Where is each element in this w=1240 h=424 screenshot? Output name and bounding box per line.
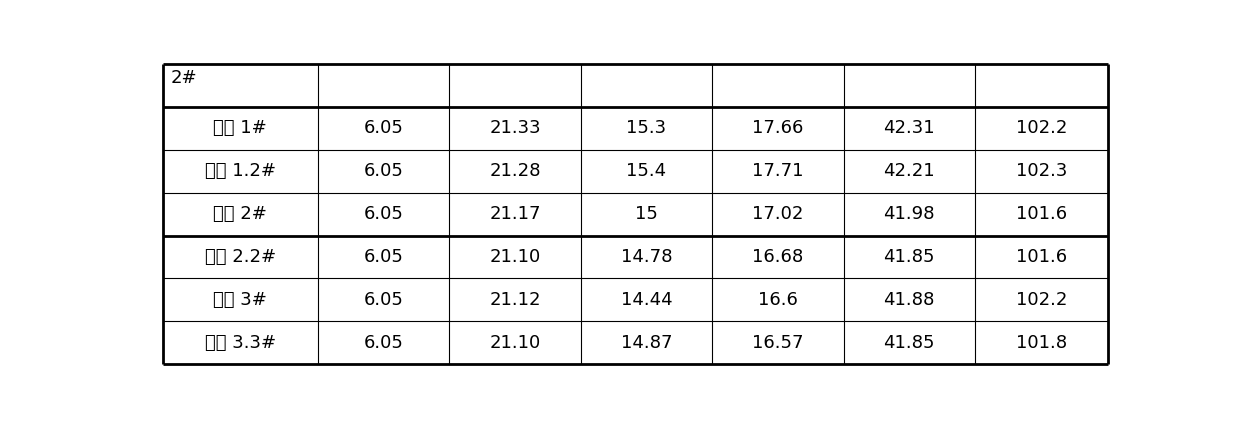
Text: 17.71: 17.71 — [753, 162, 804, 180]
Text: 102.2: 102.2 — [1016, 119, 1068, 137]
Text: 16.6: 16.6 — [758, 291, 797, 309]
Text: 21.17: 21.17 — [490, 205, 541, 223]
Text: 实例 2#: 实例 2# — [213, 205, 268, 223]
Text: 6.05: 6.05 — [363, 291, 403, 309]
Text: 16.68: 16.68 — [753, 248, 804, 266]
Text: 102.3: 102.3 — [1016, 162, 1068, 180]
Text: 101.6: 101.6 — [1016, 248, 1068, 266]
Text: 17.66: 17.66 — [753, 119, 804, 137]
Text: 41.85: 41.85 — [883, 334, 935, 352]
Text: 6.05: 6.05 — [363, 248, 403, 266]
Text: 21.10: 21.10 — [490, 334, 541, 352]
Text: 41.85: 41.85 — [883, 248, 935, 266]
Text: 17.02: 17.02 — [753, 205, 804, 223]
Text: 101.8: 101.8 — [1016, 334, 1068, 352]
Text: 42.21: 42.21 — [883, 162, 935, 180]
Text: 6.05: 6.05 — [363, 119, 403, 137]
Text: 实例 1.2#: 实例 1.2# — [205, 162, 275, 180]
Text: 102.2: 102.2 — [1016, 291, 1068, 309]
Text: 21.12: 21.12 — [490, 291, 541, 309]
Text: 6.05: 6.05 — [363, 334, 403, 352]
Text: 21.28: 21.28 — [490, 162, 541, 180]
Text: 14.87: 14.87 — [621, 334, 672, 352]
Text: 42.31: 42.31 — [883, 119, 935, 137]
Text: 15.3: 15.3 — [626, 119, 667, 137]
Text: 实例 1#: 实例 1# — [213, 119, 267, 137]
Text: 14.78: 14.78 — [621, 248, 672, 266]
Text: 实例 3.3#: 实例 3.3# — [205, 334, 275, 352]
Text: 21.10: 21.10 — [490, 248, 541, 266]
Text: 2#: 2# — [170, 69, 197, 87]
Text: 15: 15 — [635, 205, 658, 223]
Text: 101.6: 101.6 — [1016, 205, 1068, 223]
Text: 实例 3#: 实例 3# — [213, 291, 268, 309]
Text: 14.44: 14.44 — [621, 291, 672, 309]
Text: 21.33: 21.33 — [490, 119, 541, 137]
Text: 41.98: 41.98 — [883, 205, 935, 223]
Text: 41.88: 41.88 — [884, 291, 935, 309]
Text: 6.05: 6.05 — [363, 162, 403, 180]
Text: 16.57: 16.57 — [753, 334, 804, 352]
Text: 15.4: 15.4 — [626, 162, 667, 180]
Text: 实例 2.2#: 实例 2.2# — [205, 248, 275, 266]
Text: 6.05: 6.05 — [363, 205, 403, 223]
